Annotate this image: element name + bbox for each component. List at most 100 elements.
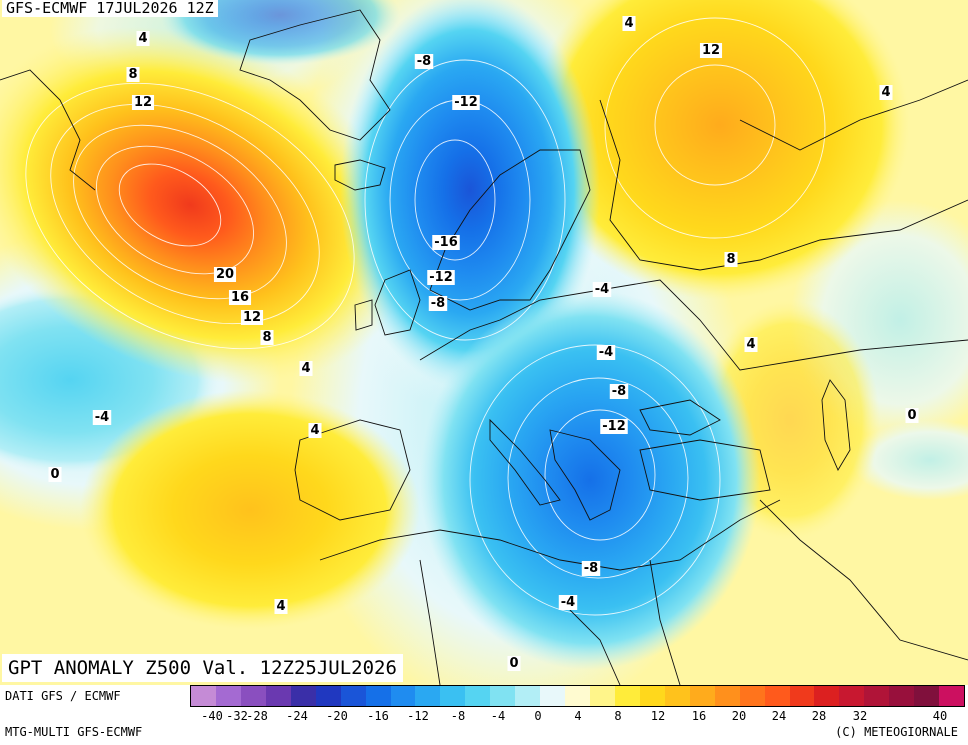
- scale-tick-label: 20: [731, 709, 747, 723]
- color-swatch: [590, 686, 615, 706]
- color-swatch: [639, 686, 665, 706]
- contour-label: 0: [507, 656, 521, 671]
- data-source-label: DATI GFS / ECMWF: [5, 689, 121, 703]
- color-swatch: [689, 686, 715, 706]
- color-swatch: [914, 686, 940, 706]
- svg-text:4: 4: [310, 423, 319, 438]
- color-swatch: [415, 686, 441, 706]
- contour-label: -4: [558, 595, 578, 610]
- svg-text:-4: -4: [95, 410, 109, 425]
- contour-label: 4: [299, 361, 313, 376]
- contour-label: 8: [126, 67, 140, 82]
- color-swatch: [315, 686, 341, 706]
- svg-text:4: 4: [301, 361, 310, 376]
- contour-label: -4: [596, 345, 616, 360]
- model-label: MTG-MULTI GFS-ECMWF: [5, 725, 143, 739]
- svg-text:0: 0: [509, 656, 518, 671]
- scale-tick-label: 4: [574, 709, 582, 723]
- scale-tick-label: -20: [326, 709, 348, 723]
- contour-label: -8: [609, 384, 629, 399]
- color-swatch: [789, 686, 815, 706]
- svg-text:4: 4: [138, 31, 147, 46]
- contour-label: -4: [92, 410, 112, 425]
- contour-label: -12: [427, 270, 455, 285]
- svg-text:4: 4: [276, 599, 285, 614]
- svg-text:-12: -12: [454, 95, 478, 110]
- svg-text:-8: -8: [431, 296, 445, 311]
- color-swatch: [265, 686, 291, 706]
- svg-text:-16: -16: [434, 235, 458, 250]
- svg-text:8: 8: [726, 252, 735, 267]
- color-swatch: [240, 686, 266, 706]
- contour-label: 12: [699, 43, 723, 58]
- svg-text:12: 12: [134, 95, 152, 110]
- contour-label: 12: [240, 310, 264, 325]
- color-swatch: [614, 686, 640, 706]
- contour-label: 8: [724, 252, 738, 267]
- contour-label: 20: [213, 267, 237, 282]
- svg-text:-12: -12: [429, 270, 453, 285]
- contour-label: 4: [744, 337, 758, 352]
- color-swatch: [540, 686, 566, 706]
- contour-label: 4: [879, 85, 893, 100]
- scale-tick-label: 40: [932, 709, 948, 723]
- contour-label: 4: [308, 423, 322, 438]
- svg-text:-4: -4: [595, 282, 609, 297]
- color-swatch: [490, 686, 516, 706]
- contour-label: 8: [260, 330, 274, 345]
- contour-label: -8: [428, 296, 448, 311]
- legend-footer: DATI GFS / ECMWF MTG-MULTI GFS-ECMWF (C)…: [0, 685, 968, 745]
- color-swatch: [390, 686, 416, 706]
- svg-text:-8: -8: [584, 561, 598, 576]
- svg-text:4: 4: [881, 85, 890, 100]
- contour-label: -12: [600, 419, 628, 434]
- contour-label: -12: [452, 95, 480, 110]
- color-swatch: [440, 686, 466, 706]
- scale-tick-label: 16: [691, 709, 707, 723]
- color-swatch: [290, 686, 316, 706]
- scale-tick-label: -4: [490, 709, 506, 723]
- color-swatch: [939, 686, 965, 706]
- contour-label-layer: 481220161284-4044-8-12-16-12-8-4-4-8-12-…: [48, 16, 919, 671]
- color-swatch: [864, 686, 890, 706]
- color-swatch: [340, 686, 366, 706]
- svg-text:16: 16: [231, 290, 249, 305]
- svg-text:20: 20: [216, 267, 234, 282]
- map-title: GPT ANOMALY Z500 Val. 12Z25JUL2026: [2, 654, 403, 682]
- scale-tick-label: 8: [614, 709, 622, 723]
- color-swatch: [215, 686, 241, 706]
- svg-text:12: 12: [702, 43, 720, 58]
- svg-text:8: 8: [262, 330, 271, 345]
- scale-tick-label: 12: [650, 709, 666, 723]
- color-swatch: [191, 686, 216, 706]
- svg-text:12: 12: [243, 310, 261, 325]
- scale-tick-label: -28: [246, 709, 268, 723]
- copyright-label: (C) METEOGIORNALE: [835, 725, 958, 739]
- scale-tick-label: -8: [450, 709, 466, 723]
- svg-text:-4: -4: [599, 345, 613, 360]
- contour-label: 12: [131, 95, 155, 110]
- svg-text:4: 4: [624, 16, 633, 31]
- contour-label: -8: [581, 561, 601, 576]
- color-swatch: [565, 686, 590, 706]
- svg-text:8: 8: [128, 67, 137, 82]
- scale-tick-label: -32: [226, 709, 248, 723]
- svg-text:4: 4: [746, 337, 755, 352]
- color-swatch: [889, 686, 915, 706]
- scale-tick-label: 0: [534, 709, 542, 723]
- contour-label: -4: [592, 282, 612, 297]
- run-title: GFS-ECMWF 17JUL2026 12Z: [2, 0, 218, 17]
- color-swatch: [515, 686, 541, 706]
- color-swatch: [465, 686, 491, 706]
- svg-text:-8: -8: [612, 384, 626, 399]
- contour-label: 4: [622, 16, 636, 31]
- svg-text:-12: -12: [602, 419, 626, 434]
- scale-tick-label: 24: [771, 709, 787, 723]
- contour-label: -8: [414, 54, 434, 69]
- contour-label: 4: [274, 599, 288, 614]
- svg-text:0: 0: [50, 467, 59, 482]
- svg-text:-8: -8: [417, 54, 431, 69]
- color-swatch: [764, 686, 790, 706]
- scale-tick-label: -24: [286, 709, 308, 723]
- color-swatch: [664, 686, 690, 706]
